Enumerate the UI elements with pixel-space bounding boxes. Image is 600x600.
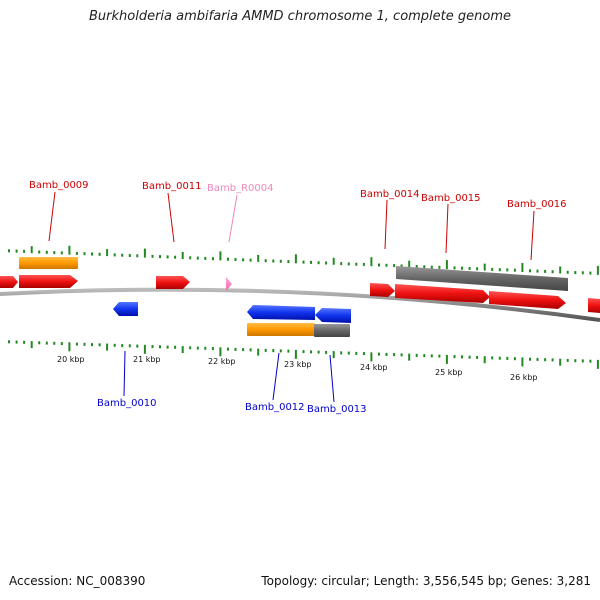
lower-tick-row [8, 340, 599, 369]
kbp-label-21: 21 kbp [133, 355, 161, 364]
leader-line-bamb-0016 [530, 210, 535, 261]
cds-bar-bamb-0012[interactable] [247, 323, 315, 336]
gene-arrow-bamb-0013[interactable] [315, 308, 351, 323]
gene-arrow-bamb-0009[interactable] [19, 275, 78, 288]
gene-label-bamb-0016[interactable]: Bamb_0016 [507, 199, 567, 210]
leader-line-bamb-0010 [123, 350, 126, 397]
topology-summary: Topology: circular; Length: 3,556,545 bp… [261, 574, 591, 588]
gene-arrow-bamb-0015[interactable] [395, 284, 490, 303]
kbp-label-22: 22 kbp [208, 357, 236, 366]
gene-label-bamb-0012[interactable]: Bamb_0012 [245, 402, 305, 413]
kbp-label-24: 24 kbp [360, 363, 388, 372]
kbp-label-23: 23 kbp [284, 360, 312, 369]
gene-arrow-bamb-0014[interactable] [370, 283, 395, 297]
gene-arrow-bamb-0016[interactable] [489, 291, 566, 309]
leader-line-bamb-0011 [167, 192, 175, 243]
leader-line-bamb-0014 [384, 199, 388, 250]
gene-arrow-right-edge[interactable] [588, 298, 600, 313]
leader-line-bamb-0012 [272, 352, 280, 401]
gene-arrow-bamb-0010[interactable] [113, 302, 138, 316]
rna-arrow-bamb-r0004[interactable] [226, 277, 232, 291]
gene-arrow-left-edge[interactable] [0, 276, 18, 288]
kbp-label-25: 25 kbp [435, 368, 463, 377]
leader-line-bamb-0013 [329, 354, 335, 403]
map-title: Burkholderia ambifaria AMMD chromosome 1… [88, 9, 512, 24]
gene-label-bamb-0011[interactable]: Bamb_0011 [142, 181, 202, 192]
cds-bar-bamb-0015-0016[interactable] [396, 266, 568, 291]
kbp-label-20: 20 kbp [57, 355, 85, 364]
gene-arrow-bamb-0012[interactable] [247, 305, 315, 320]
leader-line-bamb-0009 [48, 191, 56, 242]
gene-label-bamb-0009[interactable]: Bamb_0009 [29, 180, 89, 191]
gene-label-bamb-r0004[interactable]: Bamb_R0004 [207, 183, 273, 194]
chromosome-backbone [0, 287, 600, 322]
leader-line-bamb-0015 [445, 203, 449, 254]
gene-label-bamb-0014[interactable]: Bamb_0014 [360, 189, 420, 200]
leader-line-bamb-r0004 [228, 194, 238, 243]
gene-label-bamb-0015[interactable]: Bamb_0015 [421, 193, 481, 204]
gene-label-bamb-0013[interactable]: Bamb_0013 [307, 404, 367, 415]
kbp-label-26: 26 kbp [510, 373, 538, 382]
gene-label-bamb-0010[interactable]: Bamb_0010 [97, 398, 157, 409]
cds-bar-bamb-0013[interactable] [314, 324, 350, 337]
cds-bar-bamb-0009[interactable] [19, 257, 78, 269]
upper-tick-row [8, 245, 599, 275]
accession-text: Accession: NC_008390 [9, 574, 146, 588]
gene-arrow-bamb-0011[interactable] [156, 276, 190, 289]
